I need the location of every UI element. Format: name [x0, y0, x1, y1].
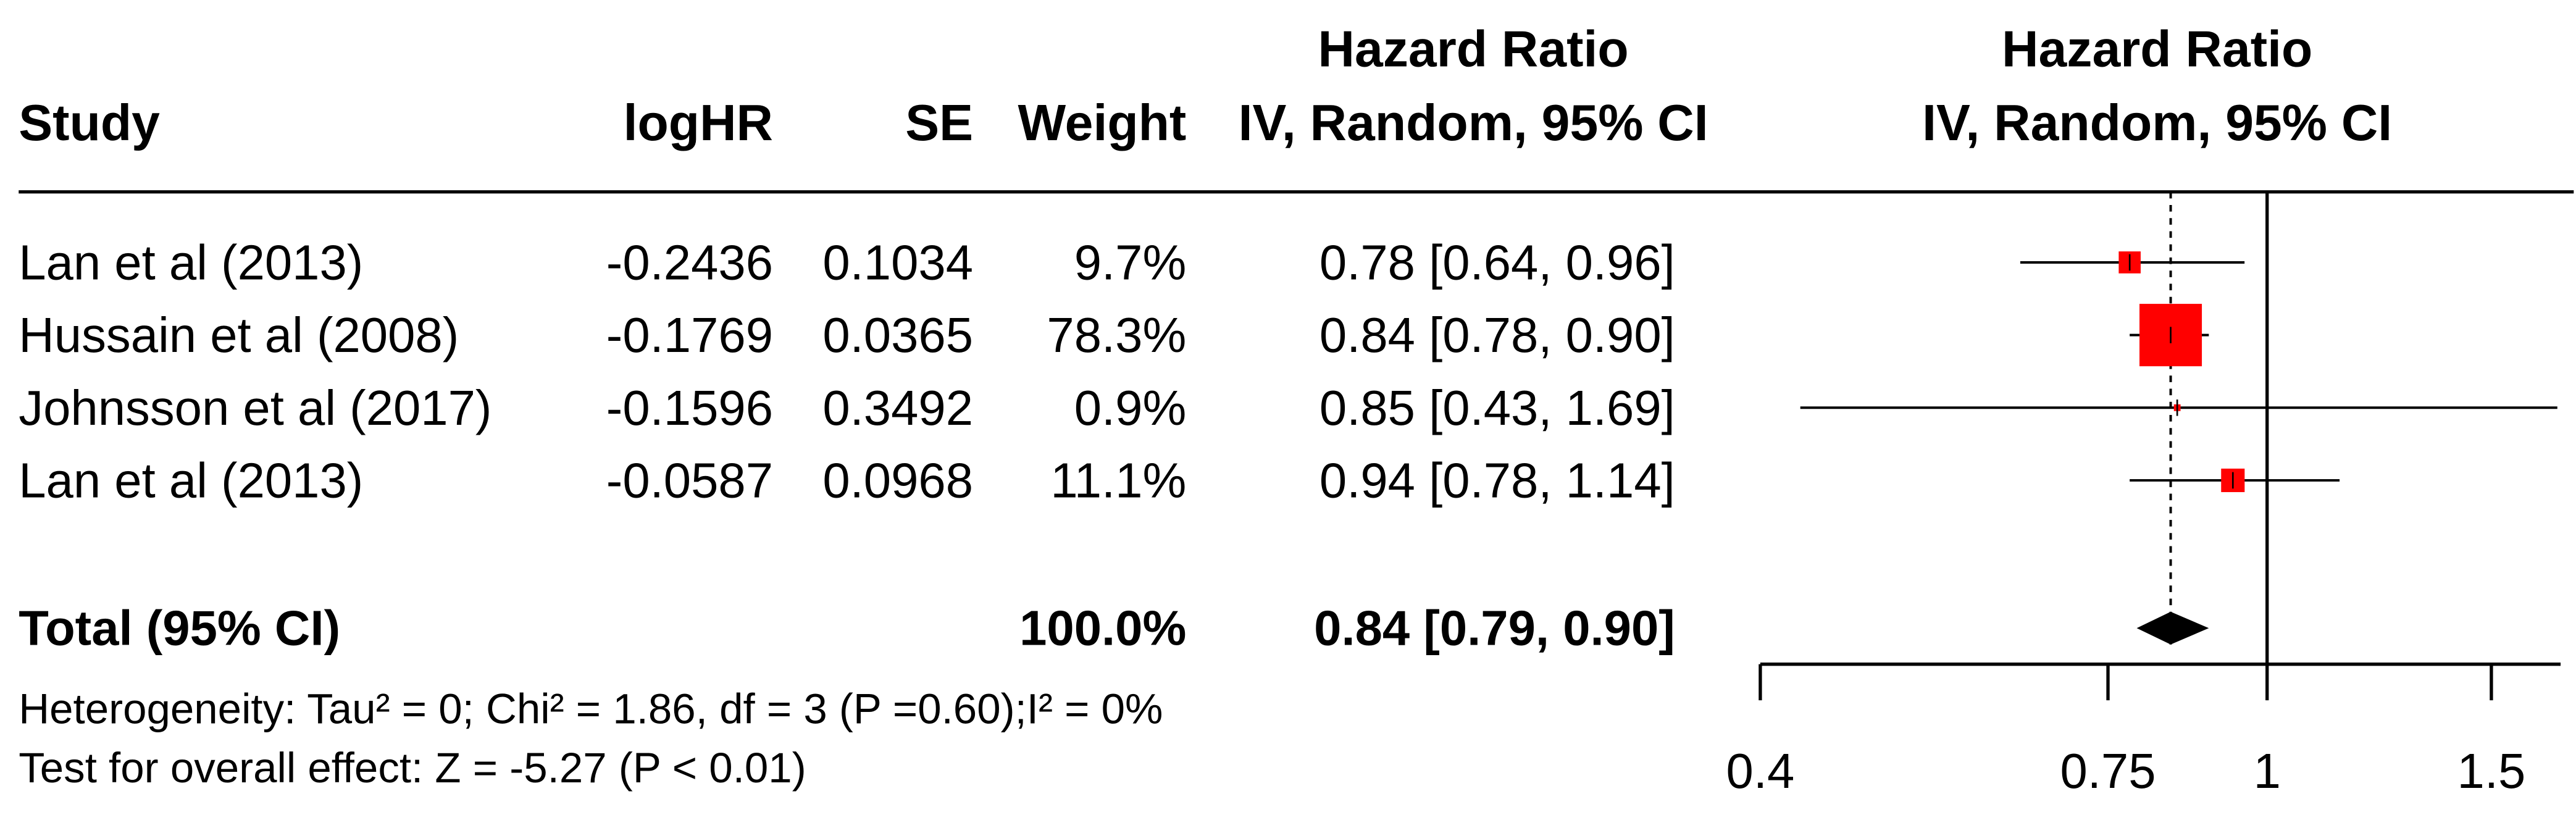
x-tick-label: 0.4 — [1726, 743, 1795, 798]
loghr: -0.1596 — [606, 380, 773, 435]
loghr: -0.2436 — [606, 235, 773, 290]
heterogeneity: Heterogeneity: Tau² = 0; Chi² = 1.86, df… — [19, 684, 1163, 732]
plot-title: Hazard Ratio — [2002, 21, 2312, 78]
weight-header: Weight — [1018, 94, 1186, 151]
table-effect-sub: IV, Random, 95% CI — [1239, 94, 1708, 151]
study-name: Lan et al (2013) — [19, 453, 363, 508]
study-name: Johnsson et al (2017) — [19, 380, 491, 435]
study-header: Study — [19, 94, 160, 151]
se: 0.3492 — [822, 380, 973, 435]
x-tick-label: 1 — [2254, 743, 2281, 798]
overall-effect: Test for overall effect: Z = -5.27 (P < … — [19, 743, 806, 792]
x-tick-label: 0.75 — [2060, 743, 2156, 798]
total-weight: 100.0% — [1019, 601, 1186, 656]
hr-ci: 0.85 [0.43, 1.69] — [1319, 380, 1675, 435]
se-header: SE — [905, 94, 973, 151]
hr-ci: 0.94 [0.78, 1.14] — [1319, 453, 1675, 508]
total-hr: 0.84 [0.79, 0.90] — [1314, 601, 1675, 656]
loghr: -0.1769 — [606, 308, 773, 362]
table-effect-title: Hazard Ratio — [1318, 21, 1629, 78]
study-name: Lan et al (2013) — [19, 235, 363, 290]
weight: 78.3% — [1047, 308, 1186, 362]
se: 0.1034 — [822, 235, 973, 290]
total-diamond — [2136, 611, 2209, 645]
se: 0.0365 — [822, 308, 973, 362]
loghr: -0.0587 — [606, 453, 773, 508]
weight: 11.1% — [1050, 453, 1186, 508]
se: 0.0968 — [822, 453, 973, 508]
loghr-header: logHR — [624, 94, 773, 151]
weight: 9.7% — [1074, 235, 1187, 290]
hr-ci: 0.84 [0.78, 0.90] — [1319, 308, 1675, 362]
hr-ci: 0.78 [0.64, 0.96] — [1319, 235, 1675, 290]
study-name: Hussain et al (2008) — [19, 308, 459, 362]
plot-sub: IV, Random, 95% CI — [1922, 94, 2392, 151]
x-tick-label: 1.5 — [2457, 743, 2526, 798]
total-label: Total (95% CI) — [19, 601, 340, 656]
weight: 0.9% — [1074, 380, 1187, 435]
